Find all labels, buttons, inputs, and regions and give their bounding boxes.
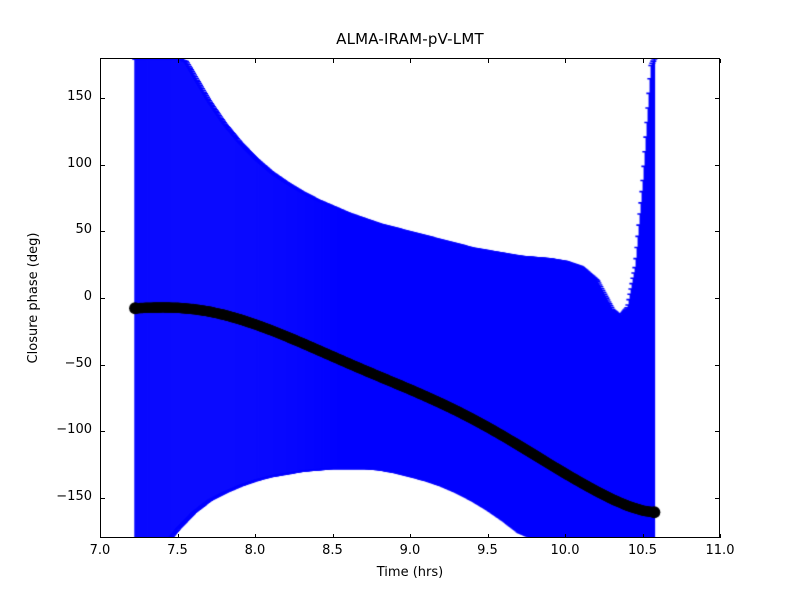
x-tick-label: 10.5 bbox=[628, 543, 657, 558]
y-tick-mark bbox=[101, 298, 105, 299]
x-tick-mark-top bbox=[177, 59, 179, 63]
page-title: ALMA-IRAM-pV-LMT bbox=[336, 30, 484, 48]
x-tick-mark bbox=[565, 534, 566, 538]
x-tick-label: 7.5 bbox=[167, 543, 188, 558]
x-tick-mark bbox=[410, 534, 411, 538]
y-tick-mark bbox=[101, 164, 105, 166]
x-tick-label: 8.5 bbox=[322, 543, 343, 558]
x-tick-mark bbox=[642, 534, 644, 538]
y-tick-mark-right bbox=[715, 298, 719, 299]
y-tick-mark bbox=[101, 431, 105, 433]
y-tick-label: 100 bbox=[67, 155, 92, 171]
x-tick-mark bbox=[177, 534, 179, 538]
y-tick-mark-right bbox=[715, 364, 719, 366]
x-tick-label: 9.0 bbox=[399, 543, 421, 558]
plot-area bbox=[100, 58, 720, 538]
y-tick-mark bbox=[101, 364, 105, 366]
x-tick-mark-top bbox=[642, 59, 644, 63]
x-tick-label: 9.5 bbox=[477, 543, 498, 558]
y-tick-mark bbox=[101, 231, 105, 233]
y-tick-mark-right bbox=[715, 98, 719, 99]
y-tick-label: −150 bbox=[56, 489, 92, 504]
y-tick-label: 150 bbox=[67, 89, 92, 104]
x-tick-mark bbox=[720, 534, 721, 538]
x-tick-mark-top bbox=[100, 59, 101, 63]
x-tick-mark-top bbox=[255, 59, 256, 63]
x-tick-mark bbox=[332, 534, 334, 538]
x-tick-mark-top bbox=[720, 59, 721, 63]
x-tick-mark-top bbox=[332, 59, 334, 63]
y-tick-mark-right bbox=[715, 231, 719, 233]
chart-plot-canvas bbox=[101, 59, 719, 537]
x-tick-mark-top bbox=[410, 59, 411, 63]
y-tick-label: −50 bbox=[64, 355, 92, 371]
x-tick-mark-top bbox=[487, 59, 489, 63]
x-tick-mark bbox=[487, 534, 489, 538]
x-tick-mark bbox=[100, 534, 101, 538]
y-tick-label: 50 bbox=[75, 222, 92, 238]
x-tick-label: 8.0 bbox=[244, 543, 266, 558]
y-tick-mark bbox=[101, 498, 105, 499]
y-tick-mark-right bbox=[715, 498, 719, 499]
x-tick-label: 10.0 bbox=[550, 543, 580, 558]
x-tick-label: 7.0 bbox=[89, 543, 111, 558]
y-axis-label: Closure phase (deg) bbox=[26, 232, 41, 364]
x-axis-label: Time (hrs) bbox=[376, 565, 444, 580]
y-tick-label: −100 bbox=[56, 422, 92, 438]
x-tick-mark-top bbox=[565, 59, 566, 63]
y-tick-mark bbox=[101, 98, 105, 99]
y-tick-mark-right bbox=[715, 431, 719, 433]
y-tick-label: 0 bbox=[83, 289, 92, 304]
x-tick-label: 11.0 bbox=[705, 543, 735, 558]
x-tick-mark bbox=[255, 534, 256, 538]
y-tick-mark-right bbox=[715, 164, 719, 166]
